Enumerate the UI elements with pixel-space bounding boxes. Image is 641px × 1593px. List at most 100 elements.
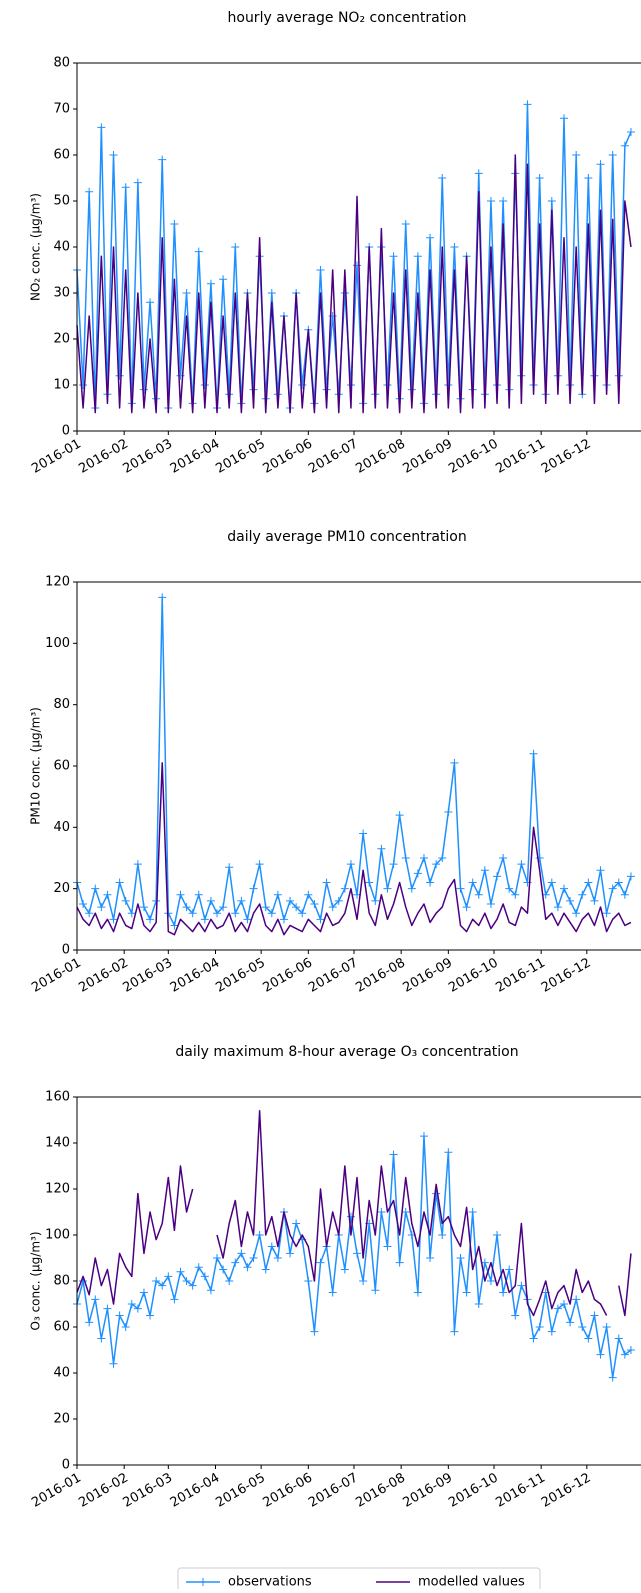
point-marker [133,860,142,869]
series-line [76,1135,632,1379]
point-marker [261,903,270,912]
x-tick-label: 2016-03 [121,437,176,477]
point-marker [620,890,629,899]
point-marker [127,1300,136,1308]
point-marker [85,187,94,196]
chart-title: daily average PM10 concentration [227,529,467,545]
y-tick-label: 120 [45,575,70,590]
x-tick-label: 2016-09 [401,437,456,477]
y-tick-label: 50 [53,194,70,209]
point-marker [547,197,556,205]
point-marker [359,829,368,838]
point-marker [97,903,106,912]
series-line [618,1253,632,1317]
point-marker [109,151,118,159]
y-tick-label: 100 [45,636,70,651]
x-tick-label: 2016-09 [401,1471,456,1511]
x-tick-label: 2016-04 [168,956,223,996]
point-marker [444,808,453,816]
point-marker [432,1189,441,1198]
point-marker [279,915,288,924]
point-marker [267,1242,276,1251]
x-tick-label: 2016-09 [401,956,456,996]
point-marker [286,896,295,905]
x-tick-label: 2016-06 [261,956,316,996]
point-marker [249,1254,258,1262]
point-marker [97,1334,106,1343]
point-marker [602,909,611,918]
point-marker [139,1288,148,1297]
series-line [76,596,632,927]
x-tick-label: 2016-10 [446,437,501,477]
legend-marker [199,1578,207,1586]
point-marker [334,896,343,905]
point-marker [584,1334,593,1343]
y-tick-label: 20 [53,881,70,896]
point-marker [480,866,489,875]
point-marker [304,890,313,899]
x-tick-label: 2016-11 [493,956,548,996]
point-marker [170,1295,179,1304]
point-marker [572,151,581,159]
point-marker [109,1359,118,1368]
x-tick-label: 2016-08 [353,1471,408,1511]
x-tick-label: 2016-08 [353,956,408,996]
point-marker [401,854,410,862]
point-marker [407,884,416,893]
point-marker [559,1300,568,1308]
point-marker [371,896,380,905]
y-tick-label: 120 [45,1182,70,1197]
point-marker [176,1267,185,1276]
point-marker [535,174,544,182]
y-axis-label: NO₂ conc. (µg/m³) [29,193,43,301]
axes-frame [76,581,641,951]
point-marker [91,884,100,893]
point-marker [505,1265,514,1274]
point-marker [219,275,228,284]
point-marker [608,1373,617,1382]
point-marker [596,1350,605,1359]
x-tick-label: 2016-05 [213,1471,268,1511]
series-line [76,1165,194,1305]
y-tick-label: 0 [62,1458,70,1473]
point-marker [486,1277,495,1285]
point-marker [176,890,185,899]
point-marker [535,1323,544,1331]
point-marker [468,878,477,887]
point-marker [316,1258,325,1267]
point-marker [462,1288,471,1297]
y-tick-label: 20 [53,332,70,347]
point-marker [292,1219,301,1228]
point-marker [213,909,222,918]
point-marker [450,243,459,251]
point-marker [170,220,179,228]
point-marker [596,160,605,169]
point-marker [578,890,587,899]
point-marker [438,1231,447,1239]
point-marker [255,860,264,869]
point-marker [626,872,635,881]
point-marker [456,884,465,893]
point-marker [383,1242,392,1251]
point-marker [158,1281,167,1290]
point-marker [85,909,94,918]
point-marker [219,903,228,912]
y-tick-label: 80 [53,56,70,71]
x-tick-label: 2016-04 [168,1471,223,1511]
point-marker [523,100,532,109]
x-tick-label: 2016-02 [76,437,131,477]
y-axis-label: PM10 conc. (µg/m³) [29,707,43,825]
y-tick-label: 100 [45,1228,70,1243]
point-marker [322,878,331,887]
point-marker [474,890,483,899]
point-marker [559,884,568,893]
point-marker [231,243,240,251]
point-marker [139,385,148,394]
point-marker [103,1304,112,1313]
point-marker [620,141,629,150]
point-marker [164,1272,173,1281]
point-marker [395,811,404,820]
point-marker [97,123,106,132]
point-marker [505,884,514,893]
x-tick-label: 2016-08 [353,437,408,477]
